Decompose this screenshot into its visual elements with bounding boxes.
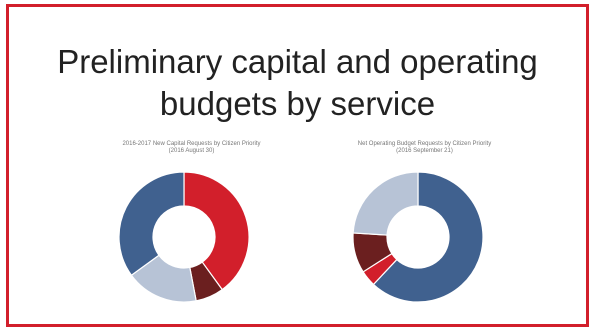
slide-frame: Preliminary capital and operating budget…	[6, 4, 589, 327]
chart-1-title: 2016-2017 New Capital Requests by Citize…	[99, 141, 284, 155]
chart-1-center-hole	[154, 207, 214, 267]
chart-2-slice-1	[372, 171, 484, 303]
chart-1-slice-4	[118, 171, 185, 277]
title-line-1: Preliminary capital and operating	[57, 43, 538, 80]
chart-2-subtitle: (2016 September 21)	[396, 148, 453, 154]
slide-title: Preliminary capital and operating budget…	[9, 41, 586, 125]
chart-2-center-hole	[388, 207, 448, 267]
chart-2-slice-4	[352, 171, 419, 236]
chart-2-title: Net Operating Budget Requests by Citizen…	[332, 141, 517, 155]
capital-budget-donut-chart	[118, 171, 250, 303]
operating-budget-donut-chart	[352, 171, 484, 303]
chart-2-title-line: Net Operating Budget Requests by Citizen…	[357, 141, 492, 147]
title-line-2: budgets by service	[159, 85, 436, 122]
chart-1-slice-1	[183, 171, 250, 291]
chart-1-title-line: 2016-2017 New Capital Requests by Citize…	[122, 141, 261, 147]
chart-1-subtitle: (2016 August 30)	[168, 148, 215, 154]
